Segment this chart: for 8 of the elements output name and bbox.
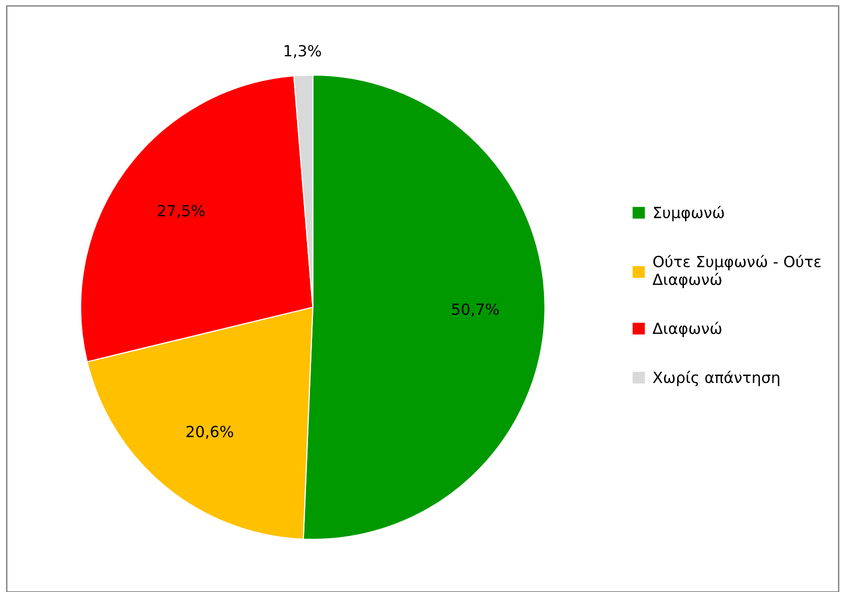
legend-label: Ούτε Συμφωνώ - Ούτε Διαφωνώ xyxy=(652,254,821,288)
data-label: 1,3% xyxy=(284,44,321,58)
data-label: 27,5% xyxy=(158,204,205,218)
legend-label: Συμφωνώ xyxy=(654,206,724,222)
legend-label: Χωρίς απάντηση xyxy=(652,370,780,386)
legend-label: Διαφωνώ xyxy=(652,322,722,338)
data-label: 50,7% xyxy=(452,303,499,317)
data-label: 20,6% xyxy=(186,426,234,439)
